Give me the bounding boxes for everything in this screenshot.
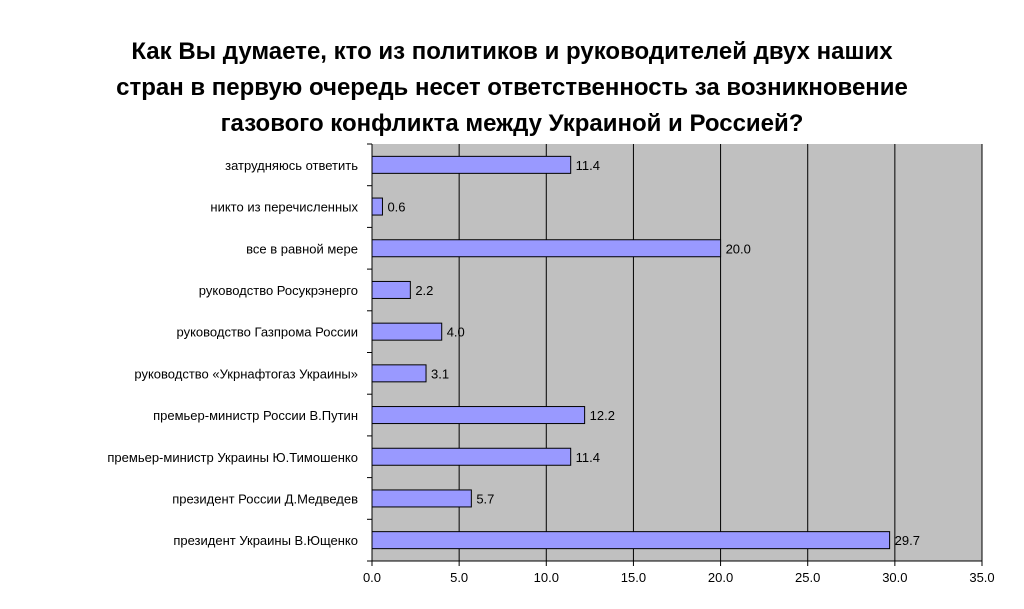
- bar: [371, 197, 383, 216]
- value-label: 3.1: [431, 366, 449, 381]
- value-label: 29.7: [895, 533, 920, 548]
- x-tick-label: 25.0: [795, 570, 820, 585]
- value-label: 11.4: [576, 158, 600, 173]
- bar: [371, 489, 472, 508]
- x-tick-label: 5.0: [450, 570, 468, 585]
- bar: [371, 280, 411, 299]
- value-label: 20.0: [726, 241, 751, 256]
- value-label: 4.0: [447, 325, 465, 340]
- value-label: 2.2: [415, 283, 433, 298]
- category-label: руководство Газпрома России: [177, 325, 358, 340]
- x-tick-label: 20.0: [708, 570, 733, 585]
- x-tick-label: 0.0: [363, 570, 381, 585]
- category-label: руководство «Укрнафтогаз Украины»: [134, 366, 358, 381]
- bar: [371, 239, 722, 258]
- value-label: 12.2: [590, 408, 615, 423]
- category-label: премьер-министр России В.Путин: [153, 408, 358, 423]
- chart-title: Как Вы думаете, кто из политиков и руков…: [116, 38, 908, 137]
- bar: [371, 406, 586, 425]
- category-label: никто из перечисленных: [210, 200, 358, 215]
- plot-area: [372, 144, 982, 561]
- value-label: 0.6: [387, 200, 405, 215]
- x-tick-label: 35.0: [969, 570, 994, 585]
- bar: [371, 447, 572, 466]
- bar: [371, 364, 427, 383]
- bar: [371, 322, 443, 341]
- x-tick-label: 30.0: [882, 570, 907, 585]
- category-label: президент России Д.Медведев: [172, 491, 358, 506]
- category-label: все в равной мере: [246, 241, 358, 256]
- x-tick-label: 10.0: [534, 570, 559, 585]
- value-label: 11.4: [576, 450, 600, 465]
- category-label: премьер-министр Украины Ю.Тимошенко: [107, 450, 358, 465]
- bar: [371, 531, 891, 550]
- value-label: 5.7: [476, 491, 494, 506]
- category-label: руководство Росукрэнерго: [199, 283, 358, 298]
- category-label: президент Украины В.Ющенко: [173, 533, 358, 548]
- x-tick-label: 15.0: [621, 570, 646, 585]
- category-label: затрудняюсь ответить: [225, 158, 358, 173]
- bar: [371, 155, 572, 174]
